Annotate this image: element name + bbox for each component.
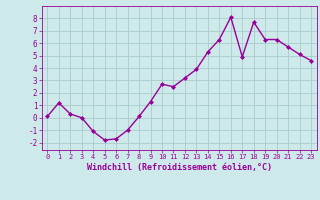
X-axis label: Windchill (Refroidissement éolien,°C): Windchill (Refroidissement éolien,°C): [87, 163, 272, 172]
